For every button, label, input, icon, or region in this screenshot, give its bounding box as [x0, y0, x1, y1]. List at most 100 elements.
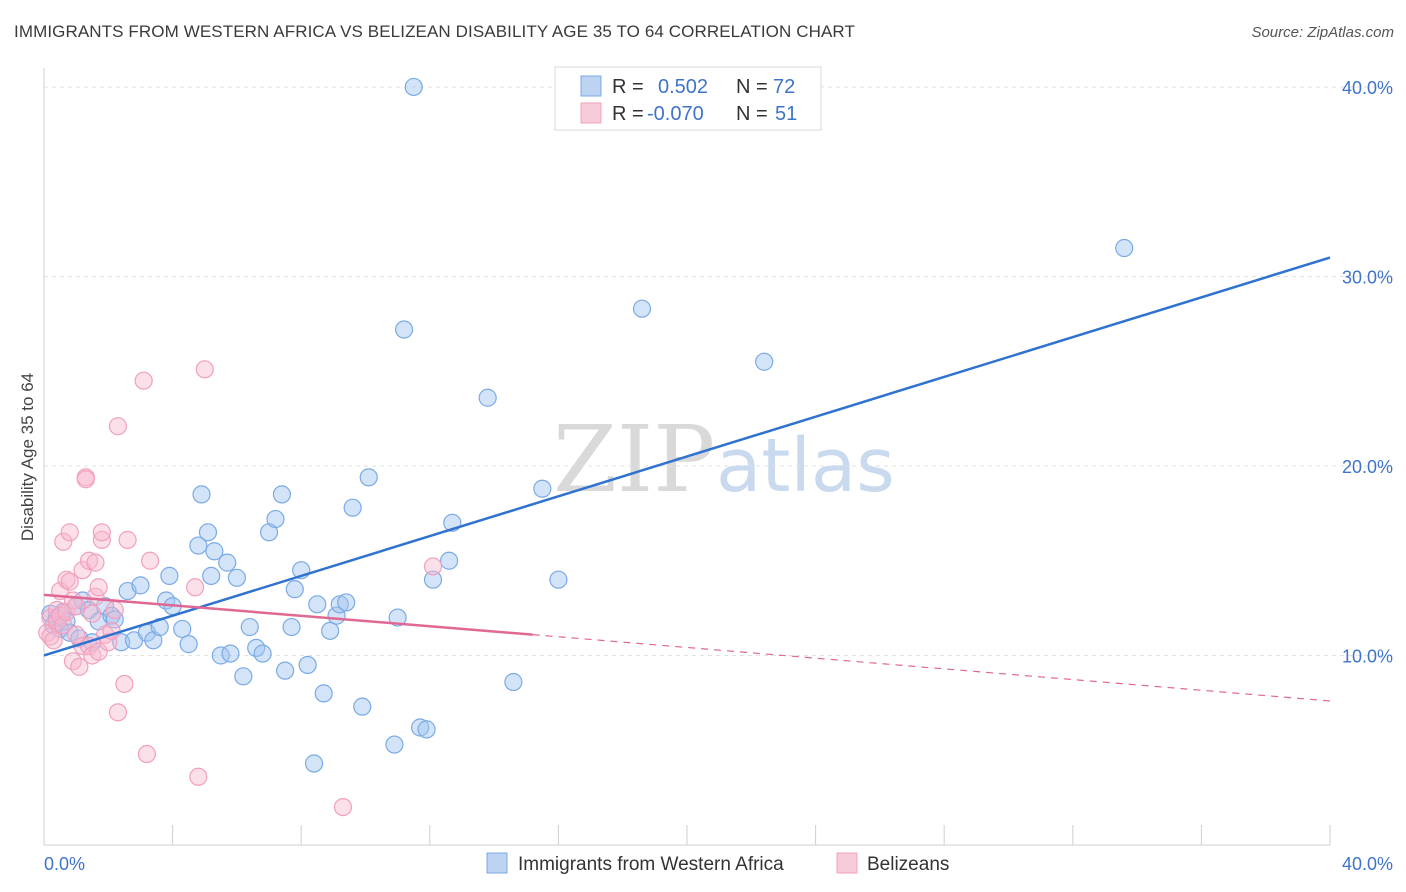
western-africa-point-39 [240, 617, 259, 637]
legend-n-value-1: 72 [773, 76, 795, 98]
western-africa-point-47 [285, 580, 304, 599]
belizean-point-13 [60, 523, 79, 542]
western-africa-point-7 [60, 623, 79, 642]
western-africa-point-46 [282, 617, 301, 637]
western-africa-point-43 [266, 509, 285, 529]
western-africa-point-64 [411, 718, 430, 737]
western-africa-point-36 [221, 644, 240, 663]
belizean-point-29 [86, 587, 105, 606]
belizean-point-19 [70, 657, 89, 676]
western-africa-point-32 [202, 566, 221, 585]
belizean-point-45 [186, 578, 205, 597]
western-africa-point-70 [504, 672, 523, 692]
x-tick-label-2: 40.0% [1342, 854, 1393, 874]
western-africa-point-74 [755, 352, 774, 371]
y-axis-label: Disability Age 35 to 64 [18, 373, 37, 541]
western-africa-point-55 [330, 595, 349, 614]
belizean-point-43 [137, 744, 156, 764]
western-africa-point-65 [417, 720, 436, 739]
x-ticks [43, 825, 1331, 845]
western-africa-point-58 [353, 697, 372, 716]
western-africa-point-69 [478, 388, 497, 407]
western-africa-point-71 [533, 479, 552, 498]
y-tick-label-3: 30.0% [1342, 267, 1393, 287]
stats-legend: R = 0.502 N = 72 R = -0.070 N = 51 [554, 66, 822, 131]
legend-r-label-1: R = [612, 76, 644, 98]
y-tick-label-2: 20.0% [1342, 457, 1393, 477]
western-africa-point-37 [227, 568, 246, 587]
western-africa-point-25 [160, 566, 179, 585]
belizean-point-40 [115, 674, 134, 694]
western-africa-point-57 [343, 498, 362, 517]
x-tick-labels: 0.0% 40.0% [44, 854, 1393, 874]
belizean-point-37 [105, 600, 124, 620]
belizean-point-10 [54, 532, 73, 551]
western-africa-point-44 [272, 485, 292, 504]
western-africa-point-27 [173, 619, 192, 639]
belizean-point-23 [76, 470, 95, 489]
western-africa-trend-line [43, 256, 1331, 657]
series-legend: Immigrants from Western Africa Belizeans [486, 852, 949, 875]
western-africa-point-63 [404, 77, 423, 97]
belizean-point-38 [108, 703, 128, 722]
legend-n-value-2: 51 [775, 103, 797, 125]
western-africa-point-30 [192, 485, 211, 504]
belizean-point-33 [92, 523, 111, 542]
trend-lines [43, 256, 1331, 702]
y-tick-labels: 10.0% 20.0% 30.0% 40.0% [1342, 78, 1393, 667]
bottom-legend-swatch-pink [836, 852, 858, 874]
bottom-legend-label-western-africa: Immigrants from Western Africa [518, 854, 784, 875]
western-africa-point-72 [549, 570, 568, 589]
gridlines [44, 86, 1394, 656]
belizean-point-4 [44, 631, 63, 650]
legend-n-label-1: N = [736, 76, 768, 98]
western-africa-point-20 [131, 576, 150, 595]
bottom-legend-swatch-blue [486, 852, 508, 874]
western-africa-point-73 [632, 299, 652, 318]
western-africa-point-33 [205, 542, 224, 561]
belizean-point-27 [83, 604, 102, 623]
western-africa-point-62 [394, 320, 414, 339]
belizean-point-14 [60, 572, 79, 591]
belizean-point-32 [92, 530, 111, 549]
legend-swatch-blue [580, 75, 602, 97]
belizean-trend-line-extension [532, 634, 1331, 702]
belizean-point-42 [134, 371, 153, 390]
western-africa-point-41 [253, 644, 272, 663]
belizean-point-18 [67, 597, 86, 616]
belizean-point-44 [140, 551, 160, 570]
western-africa-point-45 [276, 661, 295, 680]
legend-r-label-2: R = [612, 103, 644, 125]
western-africa-point-59 [359, 468, 378, 487]
bottom-legend-label-belizeans: Belizeans [867, 854, 949, 875]
western-africa-point-38 [234, 667, 253, 686]
belizean-point-41 [118, 530, 137, 549]
western-africa-point-75 [1115, 238, 1134, 258]
western-africa-point-67 [439, 551, 459, 570]
western-africa-point-49 [298, 655, 317, 675]
belizean-point-46 [189, 767, 208, 786]
series-belizeans-points [38, 360, 443, 817]
western-africa-point-50 [304, 754, 324, 773]
belizean-trend-line [43, 593, 533, 636]
series-western-africa-points [41, 77, 1134, 773]
legend-r-value-2: -0.070 [647, 103, 704, 125]
y-tick-label-4: 40.0% [1342, 78, 1393, 98]
belizean-point-17 [67, 625, 86, 644]
western-africa-point-35 [218, 553, 237, 572]
belizean-point-30 [89, 578, 108, 597]
western-africa-point-29 [189, 536, 208, 555]
legend-n-label-2: N = [736, 103, 768, 125]
western-africa-point-51 [308, 595, 327, 614]
belizean-point-39 [108, 417, 128, 436]
belizean-point-24 [79, 551, 99, 570]
western-africa-point-53 [321, 621, 340, 640]
y-tick-label-1: 10.0% [1342, 646, 1393, 666]
western-africa-point-60 [385, 735, 404, 754]
belizean-point-11 [57, 570, 76, 589]
western-africa-point-61 [388, 608, 407, 627]
western-africa-point-16 [105, 610, 124, 629]
belizean-point-12 [57, 602, 76, 622]
western-africa-point-56 [337, 593, 356, 612]
